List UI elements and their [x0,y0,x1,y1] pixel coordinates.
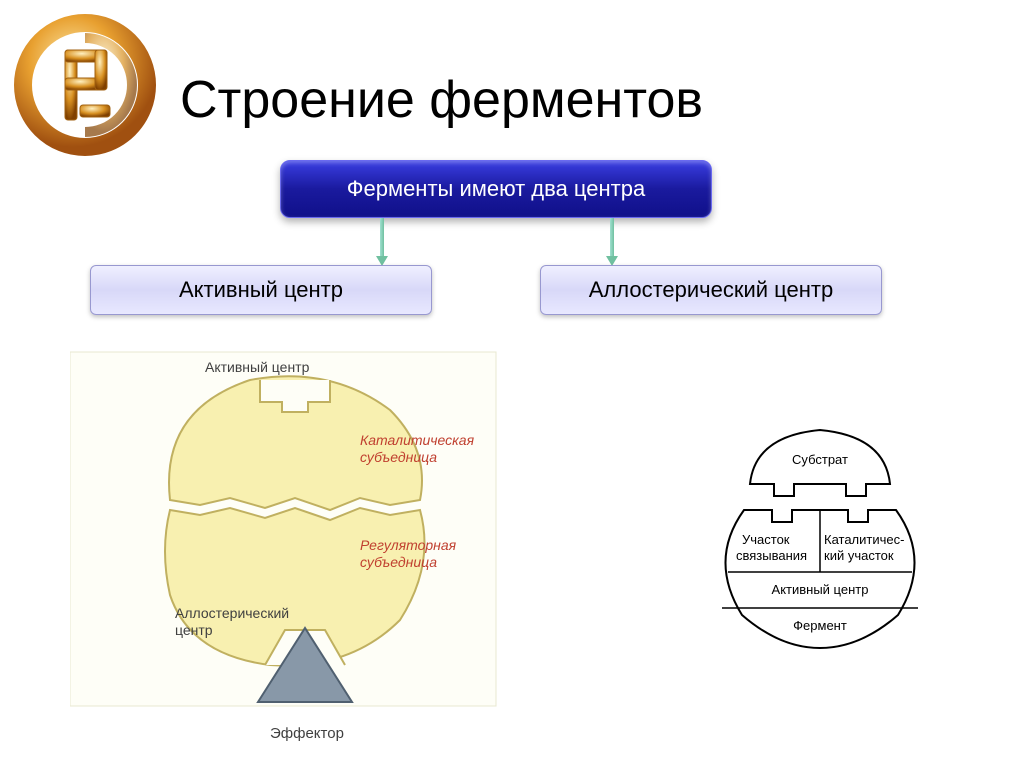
label-binding-1: Участок [742,532,790,547]
sub-box-active-center: Активный центр [90,265,432,315]
page-title: Строение ферментов [180,70,703,130]
label-regulatory-1: Регуляторная [360,537,457,553]
label-catalytic-1: Каталитическая [360,432,475,448]
label-allosteric-1: Аллостерический [175,605,289,621]
sub-box-allosteric-center: Аллостерический центр [540,265,882,315]
label-enzyme: Фермент [793,618,847,633]
enzyme-diagram-right: Субстрат Участок связывания Каталитичес-… [680,410,960,675]
enzyme-diagram-left: Активный центр Каталитическая субъедница… [70,350,500,755]
arrow-left [380,218,384,258]
label-active-center-r: Активный центр [772,582,869,597]
label-binding-2: связывания [736,548,807,563]
label-allosteric-2: центр [175,622,213,638]
label-effector: Эффектор [270,725,344,742]
label-catalytic-2: субъедница [360,449,437,465]
top-concept-box: Ферменты имеют два центра [280,160,712,218]
label-catalytic-r1: Каталитичес- [824,532,904,547]
label-active-center: Активный центр [205,359,310,375]
label-regulatory-2: субъедница [360,554,437,570]
arrow-right [610,218,614,258]
label-catalytic-r2: кий участок [824,548,894,563]
label-substrate: Субстрат [792,452,848,467]
corner-logo [10,10,160,165]
